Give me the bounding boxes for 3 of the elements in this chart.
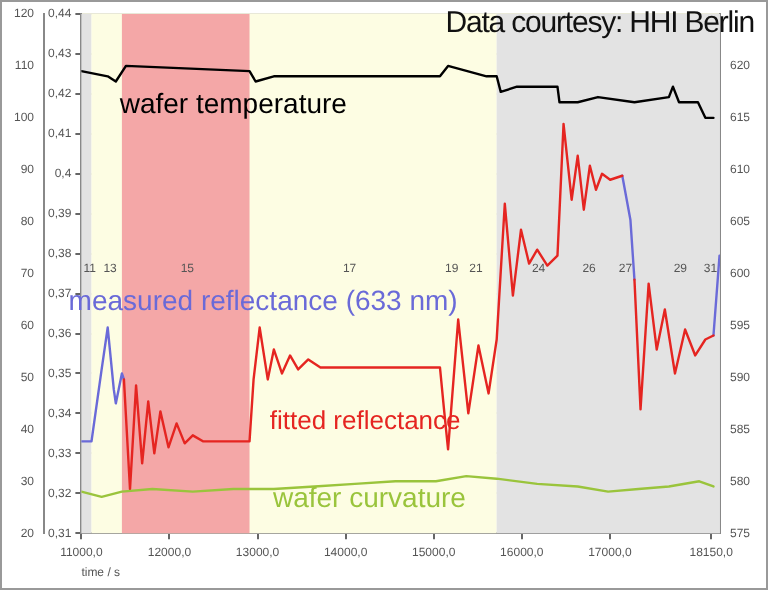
annotation: Data courtesy: HHI Berlin [445, 6, 754, 40]
series-label: wafer temperature [117, 86, 348, 119]
series-label: wafer curvature [270, 481, 467, 514]
